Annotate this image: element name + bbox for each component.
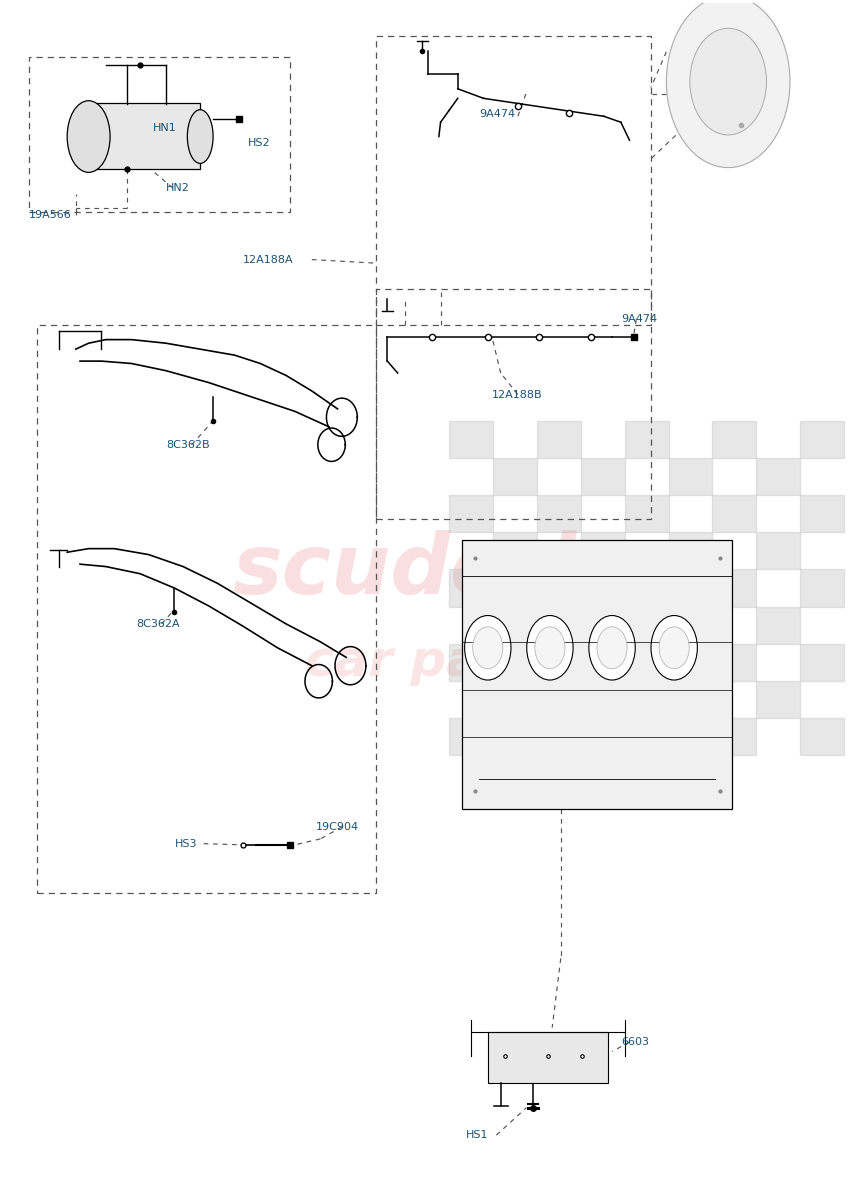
Text: HS3: HS3 (175, 839, 197, 848)
Text: HS2: HS2 (247, 138, 270, 148)
Bar (537, 496, 581, 533)
Bar (493, 680, 537, 718)
Ellipse shape (67, 101, 110, 173)
Bar (581, 533, 625, 570)
Text: 12A188B: 12A188B (492, 390, 543, 400)
Text: 19C904: 19C904 (316, 822, 359, 832)
Bar (756, 458, 800, 496)
Circle shape (473, 626, 503, 668)
Bar (800, 643, 844, 680)
Bar (537, 643, 581, 680)
Bar (449, 643, 493, 680)
Bar (713, 496, 756, 533)
Bar (89, 103, 200, 169)
Bar (488, 1032, 608, 1082)
Circle shape (597, 626, 627, 668)
Bar (537, 718, 581, 755)
Bar (713, 421, 756, 458)
Text: HN2: HN2 (166, 182, 190, 193)
Text: HN1: HN1 (153, 124, 177, 133)
Bar (713, 643, 756, 680)
Bar (669, 607, 713, 643)
Bar (800, 570, 844, 607)
Bar (756, 533, 800, 570)
Circle shape (527, 616, 573, 680)
Bar (493, 607, 537, 643)
Bar (625, 718, 669, 755)
Circle shape (666, 0, 790, 168)
Text: 9A474: 9A474 (480, 109, 515, 119)
Text: 6603: 6603 (621, 1037, 649, 1046)
Circle shape (689, 29, 766, 134)
Bar (625, 496, 669, 533)
Text: scuderia: scuderia (232, 529, 632, 611)
Circle shape (651, 616, 697, 680)
Bar (669, 533, 713, 570)
Bar (537, 421, 581, 458)
Bar (756, 680, 800, 718)
Bar (625, 421, 669, 458)
Bar (669, 458, 713, 496)
Text: 8C362A: 8C362A (136, 619, 180, 629)
Bar (800, 496, 844, 533)
Bar (625, 643, 669, 680)
Text: 12A188A: 12A188A (243, 254, 294, 264)
Bar (581, 458, 625, 496)
Bar (669, 680, 713, 718)
Text: car parts: car parts (306, 638, 558, 686)
Text: 8C362B: 8C362B (166, 439, 209, 450)
Bar (625, 570, 669, 607)
Bar (462, 540, 733, 809)
Bar (713, 570, 756, 607)
Bar (449, 421, 493, 458)
Bar (493, 458, 537, 496)
Text: 19A566: 19A566 (29, 210, 72, 221)
Bar (800, 718, 844, 755)
Text: 9A474: 9A474 (621, 314, 657, 324)
Bar (449, 570, 493, 607)
Bar (800, 421, 844, 458)
Ellipse shape (187, 109, 213, 163)
Bar (537, 570, 581, 607)
Bar (449, 718, 493, 755)
Bar (713, 718, 756, 755)
Circle shape (659, 626, 689, 668)
Circle shape (589, 616, 635, 680)
Circle shape (465, 616, 511, 680)
Bar (449, 496, 493, 533)
Bar (756, 607, 800, 643)
Circle shape (535, 626, 565, 668)
Bar (581, 607, 625, 643)
Bar (493, 533, 537, 570)
Bar (581, 680, 625, 718)
Text: HS1: HS1 (467, 1130, 489, 1140)
